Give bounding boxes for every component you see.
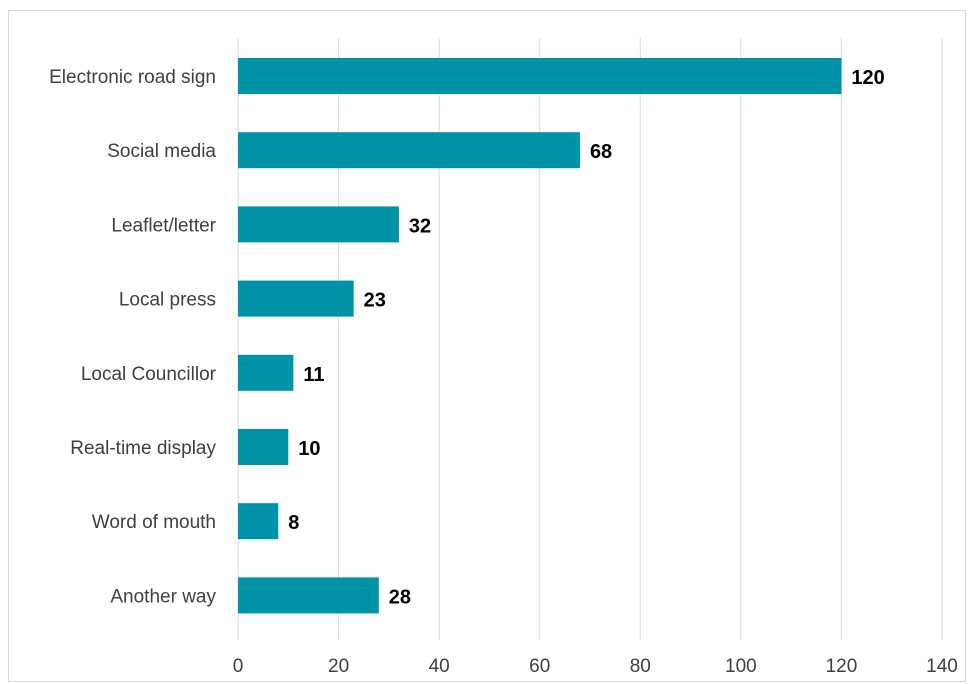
bar-leaflet-letter [238, 206, 399, 243]
category-labels: Electronic road sign Social media Leaflet/… [49, 67, 217, 607]
gridlines [237, 38, 943, 640]
category-label-local-councillor: Local Councillor [81, 364, 217, 385]
data-label-real-time-display: 10 [298, 438, 320, 460]
data-label-local-press: 23 [364, 290, 386, 312]
x-tick-label-100: 100 [725, 656, 757, 677]
bars [238, 58, 842, 614]
category-label-electronic-road-sign: Electronic road sign [49, 67, 216, 88]
bar-word-of-mouth [238, 503, 279, 540]
data-label-electronic-road-sign: 120 [851, 67, 884, 89]
data-label-social-media: 68 [590, 141, 612, 163]
category-label-social-media: Social media [107, 141, 216, 162]
category-label-real-time-display: Real-time display [70, 438, 216, 459]
bar-real-time-display [238, 429, 289, 465]
x-tick-label-120: 120 [826, 656, 858, 677]
bar-social-media [238, 132, 580, 169]
category-label-another-way: Another way [110, 586, 216, 607]
data-label-word-of-mouth: 8 [288, 512, 299, 534]
data-label-another-way: 28 [389, 586, 411, 608]
x-tick-label-140: 140 [926, 656, 958, 677]
bar-local-councillor [238, 354, 294, 391]
data-label-leaflet-letter: 32 [409, 215, 431, 237]
data-label-local-councillor: 11 [303, 364, 324, 386]
category-label-word-of-mouth: Word of mouth [92, 512, 216, 533]
bar-another-way [238, 577, 379, 614]
x-tick-label-0: 0 [233, 656, 244, 677]
x-tick-label-60: 60 [529, 656, 550, 677]
x-tick-label-40: 40 [429, 656, 450, 677]
x-tick-label-80: 80 [630, 656, 651, 677]
bar-local-press [238, 280, 354, 317]
chart-frame [8, 10, 966, 682]
category-label-leaflet-letter: Leaflet/letter [111, 215, 216, 236]
x-tick-label-20: 20 [328, 656, 349, 677]
category-label-local-press: Local press [119, 290, 216, 311]
bar-electronic-road-sign [238, 58, 842, 94]
x-axis-tick-labels: 0 20 40 60 80 100 120 140 [233, 656, 958, 677]
data-labels: 120 68 32 23 11 10 8 28 [288, 67, 885, 608]
